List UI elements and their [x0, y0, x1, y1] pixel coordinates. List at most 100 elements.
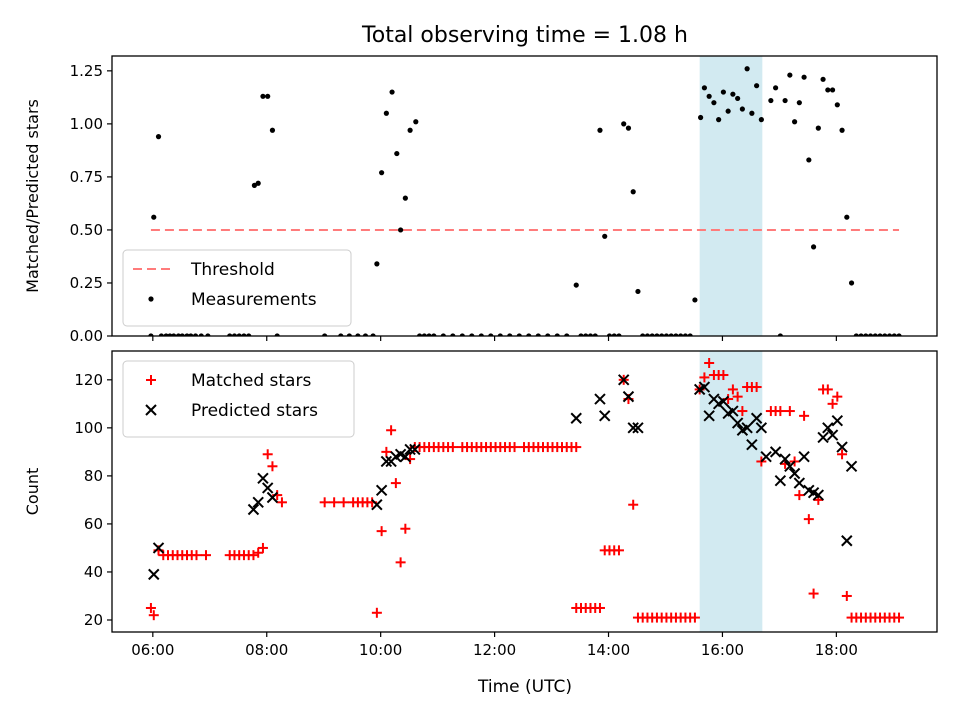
matched-star-point — [319, 497, 330, 508]
x-marker-b — [836, 441, 848, 453]
measurement-point — [630, 189, 636, 195]
measurement-point — [402, 195, 408, 201]
measurement-point — [749, 110, 755, 116]
legend-box — [122, 360, 355, 438]
predicted-star-point — [774, 474, 787, 487]
matched-star-point — [262, 449, 273, 460]
predicted-star-point — [698, 381, 711, 393]
x-tick-label: 08:00 — [245, 641, 288, 659]
predicted-star-point — [779, 453, 791, 465]
x-marker-b — [632, 422, 644, 434]
observing-window-highlight — [699, 56, 763, 336]
matched-star-point — [248, 550, 259, 561]
matched-star-point — [376, 526, 387, 537]
measurement-point — [754, 83, 760, 89]
x-tick-label: 06:00 — [131, 641, 174, 659]
measurement-point — [735, 95, 741, 102]
predicted-star-point — [404, 443, 416, 456]
x-marker-b — [803, 484, 815, 497]
x-marker-b — [826, 429, 839, 441]
legend-x-swatch-b — [145, 404, 157, 416]
measurement-point — [810, 244, 817, 250]
measurement-point — [407, 127, 413, 133]
measurement-point — [255, 180, 261, 186]
measurement-point — [265, 93, 271, 99]
predicted-star-point — [618, 374, 630, 386]
matched-star-point — [689, 612, 700, 623]
measurement-point — [698, 114, 704, 121]
x-marker-b — [252, 496, 264, 509]
matched-star-point — [894, 612, 905, 623]
predicted-star-point — [627, 422, 639, 434]
measurement-point — [269, 127, 276, 133]
predicted-star-point — [769, 446, 782, 458]
measurement-point — [716, 117, 722, 123]
matched-star-point — [827, 398, 838, 409]
predicted-star-point — [784, 460, 796, 472]
measurement-point — [825, 87, 831, 93]
figure-title: Total observing time = 1.08 h — [361, 23, 688, 48]
x-marker-b — [746, 438, 758, 451]
x-marker-b — [817, 431, 829, 444]
y-axis-label: Count — [23, 468, 42, 516]
measurement-point — [744, 66, 750, 72]
legend: Matched stars Predicted stars — [122, 360, 355, 438]
measurement-point — [692, 297, 698, 303]
x-marker-b — [793, 477, 806, 489]
measurement-point — [844, 214, 850, 220]
x-tick-label: 16:00 — [701, 641, 744, 659]
matched-star-point — [257, 542, 268, 553]
measurement-point — [834, 102, 840, 108]
x-marker-b — [375, 484, 388, 497]
measurement-point — [374, 261, 380, 267]
y-tick-label: 0.00 — [70, 327, 103, 345]
matched-star-point — [704, 358, 715, 369]
predicted-star-point — [622, 390, 635, 403]
x-marker-b — [831, 414, 844, 427]
matched-star-point — [371, 607, 382, 618]
x-marker-b — [409, 443, 421, 456]
x-marker-b — [394, 448, 407, 460]
predicted-star-point — [798, 450, 810, 463]
measurement-point — [260, 93, 266, 99]
matched-star-point — [718, 370, 729, 381]
matched-star-point — [276, 497, 287, 508]
measurement-point — [815, 125, 821, 131]
measurement-point — [625, 125, 632, 131]
measurement-point — [829, 87, 836, 93]
x-tick-label: 10:00 — [359, 641, 402, 659]
x-marker-b — [812, 489, 825, 501]
matched-star-point — [794, 490, 805, 501]
x-marker-b — [727, 405, 739, 417]
legend: Threshold Measurements — [122, 249, 352, 327]
matched-star-point — [784, 406, 795, 417]
x-tick-label: 12:00 — [473, 641, 516, 659]
x-marker-b — [703, 410, 715, 422]
legend-box — [122, 249, 352, 327]
x-marker-b — [841, 535, 853, 547]
measurement-point — [151, 214, 157, 220]
measurement-point — [796, 100, 802, 106]
matched-star-point — [381, 446, 392, 457]
matched-star-point — [571, 442, 582, 453]
measurement-point — [782, 97, 788, 104]
x-tick-label: 14:00 — [587, 641, 630, 659]
predicted-star-point — [812, 489, 825, 501]
matched-star-point — [386, 425, 397, 436]
matched-star-point — [447, 442, 458, 453]
x-marker-b — [741, 422, 753, 434]
x-marker-b — [399, 450, 412, 463]
matched-star-point — [145, 602, 156, 613]
x-tick-label: 18:00 — [815, 641, 858, 659]
predicted-star-point — [845, 460, 858, 472]
predicted-star-point — [247, 503, 260, 516]
predicted-star-point — [822, 422, 834, 434]
predicted-star-point — [788, 467, 801, 480]
predicted-star-point — [266, 491, 279, 504]
predicted-star-point — [148, 568, 160, 581]
predicted-star-point — [746, 438, 758, 451]
measurement-point — [848, 280, 855, 286]
predicted-star-point — [836, 441, 848, 453]
matched-star-point — [822, 384, 833, 395]
matched-star-point — [732, 391, 743, 402]
